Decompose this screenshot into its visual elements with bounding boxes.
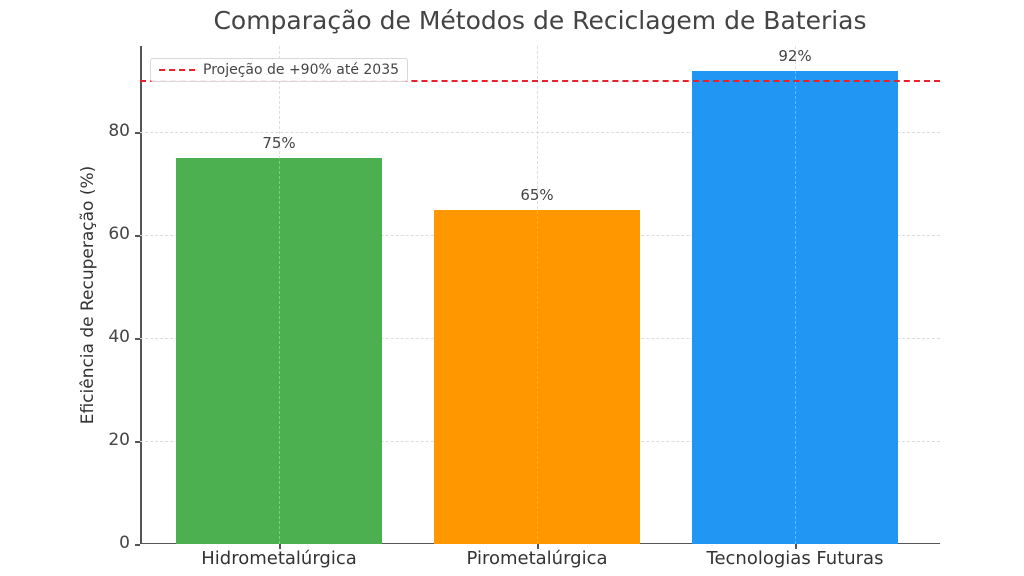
x-tick-mark [537, 544, 539, 549]
y-tick-label: 80 [108, 121, 130, 142]
gridline-x [537, 46, 538, 544]
y-tick-mark [135, 441, 140, 443]
gridline-x [279, 46, 280, 544]
chart-title: Comparação de Métodos de Reciclagem de B… [213, 6, 867, 35]
y-tick-mark [135, 544, 140, 546]
plot-area: 75% 65% 92% Projeção de +90% até 2035 [135, 46, 940, 549]
y-tick-mark [135, 132, 140, 134]
x-tick-mark [795, 544, 797, 549]
y-tick-label: 60 [108, 224, 130, 245]
x-tick-label: Tecnologias Futuras [706, 548, 884, 569]
y-axis-spine [140, 46, 142, 544]
y-axis-label: Eficiência de Recuperação (%) [78, 165, 98, 425]
x-tick-label: Pirometalúrgica [466, 548, 608, 569]
y-tick-label: 0 [119, 533, 130, 553]
y-tick-label: 40 [108, 327, 130, 348]
y-tick-mark [135, 338, 140, 340]
x-tick-mark [279, 544, 281, 549]
bar-value-label: 92% [778, 46, 812, 65]
legend: Projeção de +90% até 2035 [150, 58, 409, 82]
y-tick-label: 20 [108, 430, 130, 451]
gridline-x [795, 46, 796, 544]
gridline-y [140, 132, 940, 134]
x-tick-label: Hidrometalúrgica [201, 548, 357, 569]
reference-line-90 [140, 79, 940, 82]
bar-value-label: 65% [520, 185, 554, 204]
y-tick-mark [135, 235, 140, 237]
legend-label: Projeção de +90% até 2035 [203, 62, 400, 78]
legend-dashed-line-icon [159, 69, 195, 71]
bar-value-label: 75% [262, 134, 296, 153]
